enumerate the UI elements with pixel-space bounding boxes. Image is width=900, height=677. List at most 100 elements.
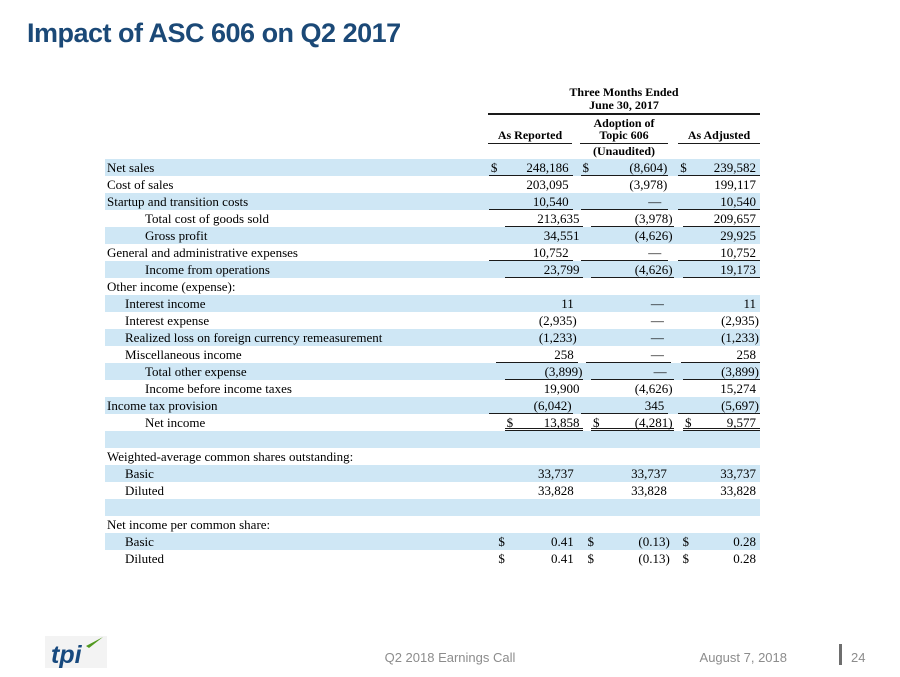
cell-as-adjusted <box>678 499 760 516</box>
column-gap <box>573 244 581 261</box>
cell-value: 10,540 <box>532 194 569 209</box>
dollar-sign <box>489 193 491 209</box>
cell-value: 33,737 <box>631 466 667 481</box>
dollar-sign <box>489 278 491 295</box>
table-row: Realized loss on foreign currency remeas… <box>105 329 760 346</box>
cell-adoption: (3,978) <box>591 210 674 227</box>
row-label: Basic <box>125 534 154 549</box>
row-label: Income from operations <box>145 262 270 277</box>
dollar-sign: $ <box>490 160 498 175</box>
dollar-sign <box>678 499 680 516</box>
dollar-sign <box>591 261 593 277</box>
dollar-sign <box>489 448 491 465</box>
cell-as-reported <box>489 431 573 448</box>
dollar-sign: $ <box>582 160 590 175</box>
dollar-sign <box>505 261 507 277</box>
cell-value: (3,978) <box>634 211 673 226</box>
column-gap <box>578 295 586 312</box>
cell-value: 33,828 <box>631 483 667 498</box>
cell-value: 199,117 <box>714 177 756 192</box>
cell-value: 10,752 <box>532 245 569 260</box>
table-spacer-row <box>105 499 760 516</box>
cell-as-adjusted: (5,697) <box>678 397 760 414</box>
cell-as-reported: 33,737 <box>496 465 577 482</box>
table-row: Other income (expense): <box>105 278 760 295</box>
cell-adoption: (4,626) <box>591 261 674 278</box>
row-label: Income before income taxes <box>145 381 292 396</box>
dollar-sign <box>489 244 491 260</box>
table-row: Interest income 11 — 11 <box>105 295 760 312</box>
column-gap <box>583 363 591 380</box>
cell-as-reported <box>489 499 573 516</box>
cell-value: 33,828 <box>720 483 756 498</box>
column-gap <box>573 278 581 295</box>
dollar-sign <box>489 397 491 413</box>
column-gap <box>674 363 683 380</box>
column-header-label: As Reported <box>497 128 563 142</box>
cell-adoption: — <box>586 329 671 346</box>
cell-value <box>756 278 760 295</box>
cell-value: 0.28 <box>733 534 756 549</box>
table-row: Net sales $248,186 $ (8,604) $239,582 <box>105 159 760 176</box>
cell-value: 15,274 <box>720 381 757 396</box>
cell-value: — <box>648 245 662 260</box>
cell-as-adjusted: 29,925 <box>683 227 760 244</box>
period-line2: June 30, 2017 <box>488 99 760 115</box>
row-label: Diluted <box>125 551 164 566</box>
cell-value: — <box>653 364 667 379</box>
cell-value: 10,752 <box>720 245 756 260</box>
dollar-sign <box>678 448 680 465</box>
dollar-sign <box>581 278 583 295</box>
dollar-sign <box>581 244 583 260</box>
column-gap <box>671 295 681 312</box>
cell-value: 29,925 <box>720 228 757 243</box>
table-row: Startup and transition costs 10,540 — 10,54… <box>105 193 760 210</box>
dollar-sign <box>505 210 507 226</box>
column-gap <box>578 346 586 363</box>
cell-value: 11 <box>561 296 574 311</box>
dollar-sign <box>496 295 498 312</box>
cell-value: 19,900 <box>543 381 580 396</box>
page-number-separator <box>839 644 842 665</box>
cell-value: (6,042) <box>533 398 572 413</box>
cell-as-adjusted <box>678 516 760 533</box>
cell-as-reported <box>489 516 573 533</box>
column-gap <box>578 533 586 550</box>
cell-value: 10,540 <box>720 194 756 209</box>
dollar-sign <box>678 176 680 193</box>
cell-adoption: — <box>591 363 674 380</box>
cell-value: (1,233) <box>538 330 577 345</box>
dollar-sign: $ <box>506 415 514 430</box>
dollar-sign <box>591 363 593 379</box>
column-gap <box>674 227 683 244</box>
column-gap <box>671 329 681 346</box>
cell-as-reported: 34,551 <box>505 227 584 244</box>
table-row: Weighted-average common shares outstandi… <box>105 448 760 465</box>
logo-text: tpi <box>51 641 83 668</box>
table-row: Total cost of goods sold 213,635 (3,978) 20… <box>105 210 761 227</box>
cell-value: 209,657 <box>713 211 757 226</box>
column-gap <box>573 397 581 414</box>
row-label: Total other expense <box>145 364 247 379</box>
cell-value: (3,899) <box>544 364 583 379</box>
cell-as-reported: 213,635 <box>504 210 584 227</box>
dollar-sign <box>681 482 683 499</box>
cell-adoption: 33,828 <box>586 482 671 499</box>
cell-adoption: — <box>580 193 669 210</box>
cell-value: (4,626) <box>634 381 673 396</box>
column-gap <box>668 516 678 533</box>
cell-as-reported: $13,858 <box>504 414 584 431</box>
table-row: Diluted 33,828 33,828 33,828 <box>105 482 760 499</box>
cell-value: (8,604) <box>629 160 668 175</box>
cell-as-adjusted: (3,899) <box>683 363 761 380</box>
column-gap <box>671 550 681 567</box>
cell-as-reported: (6,042) <box>488 397 573 414</box>
cell-as-reported <box>489 448 573 465</box>
cell-value: — <box>648 194 662 209</box>
table-row: Diluted $0.41 $ (0.13) $0.28 <box>105 550 760 567</box>
column-gap <box>573 193 581 210</box>
dollar-sign <box>681 295 683 312</box>
financial-table: Three Months Ended June 30, 2017 As Repo… <box>105 86 761 567</box>
table-body: Net sales $248,186 $ (8,604) $239,582 Cost of… <box>105 159 761 567</box>
cell-adoption: — <box>586 312 671 329</box>
